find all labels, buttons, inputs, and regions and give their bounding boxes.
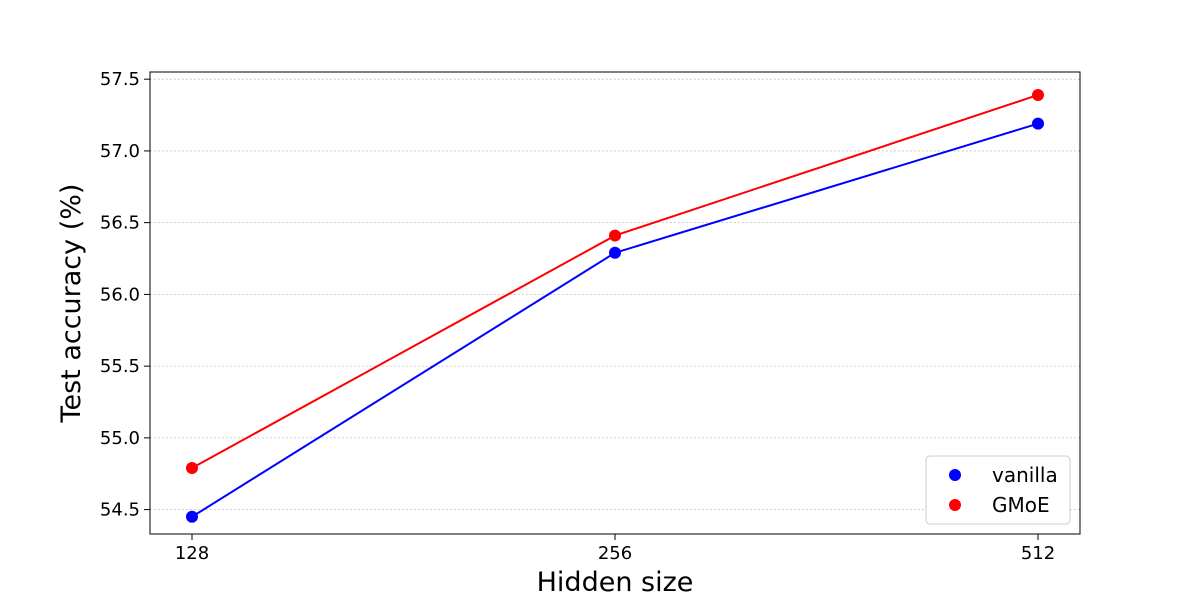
y-tick-label: 55.5 [100,356,140,377]
grid-lines [150,78,1080,511]
data-point [1032,117,1044,130]
y-tick-label: 57.5 [100,69,140,90]
x-axis-label: Hidden size [537,567,694,598]
data-point [186,462,198,474]
axis-ticks: 54.5 55.0 55.5 56.0 56.5 57.0 57.5 128 256 512 [100,69,1055,564]
legend-box [925,455,1071,525]
y-tick-label: 57.0 [100,141,140,162]
legend-label: GMoE [992,493,1050,517]
y-tick-label: 56.5 [100,213,140,234]
series-vanilla [186,117,1044,523]
y-axis-label: Test accuracy (%) [56,184,87,424]
y-tick-label: 55.0 [100,428,140,449]
legend-label: vanilla [992,463,1058,487]
legend-marker [949,469,961,481]
series-line [191,122,1039,518]
x-tick-label: 256 [598,543,632,564]
series-layer [186,88,1044,523]
legend: vanilla GMoE [925,455,1071,525]
data-point [1032,88,1044,101]
data-point [186,510,198,523]
x-tick-label: 128 [175,543,209,564]
y-tick-label: 54.5 [100,500,140,521]
data-point [609,229,621,242]
series-gmoe [186,88,1044,474]
x-tick-label: 512 [1021,543,1055,564]
y-tick-label: 56.0 [100,284,140,305]
data-point [609,246,621,259]
legend-marker [949,499,961,511]
